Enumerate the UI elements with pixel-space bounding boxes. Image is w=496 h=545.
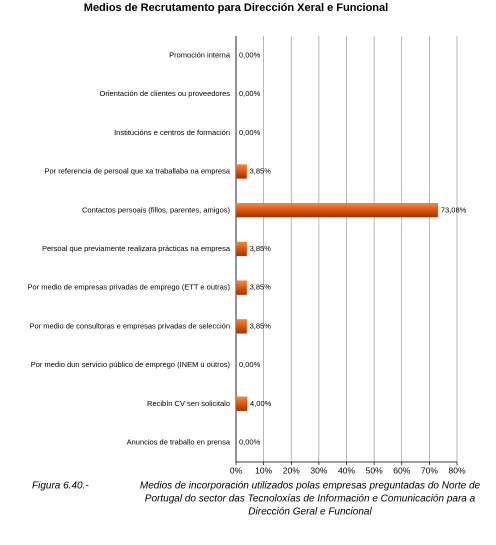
value-label: 3,85% <box>250 321 272 330</box>
value-label: 0,00% <box>239 50 261 59</box>
y-tick-label: Persoal que previamente realizara prácti… <box>42 244 231 253</box>
value-label: 3,85% <box>250 167 272 176</box>
bar <box>235 280 247 295</box>
y-tick-label: Contactos persoais (fillos, parentes, am… <box>82 205 230 214</box>
x-tick-label: 70% <box>421 465 438 475</box>
y-tick-label: Orientación de clientes ou proveedores <box>100 89 231 98</box>
bar <box>235 203 439 218</box>
value-label: 0,00% <box>239 128 261 137</box>
caption-line: Medios de incorporación utilizados polas… <box>140 481 481 492</box>
y-tick-label: Por referencia de persoal que xa traball… <box>44 167 230 176</box>
bar <box>235 319 247 334</box>
x-tick-label: 40% <box>338 465 355 475</box>
x-tick-label: 20% <box>283 465 300 475</box>
x-tick-label: 60% <box>393 465 410 475</box>
x-tick-label: 0% <box>230 465 243 475</box>
value-label: 73,08% <box>441 205 467 214</box>
value-label: 0,00% <box>239 438 261 447</box>
value-label: 3,85% <box>250 244 272 253</box>
caption-line: Portugal do sector das Tecnoloxías de In… <box>145 494 476 505</box>
bar <box>235 164 247 179</box>
y-tick-label: Institucións e centros de formación <box>114 128 230 137</box>
caption-line: Dirección Geral e Funcional <box>248 507 372 518</box>
y-tick-label: Por medio dun servicio público de empreg… <box>31 360 231 369</box>
chart-title: Medios de Recrutamento para Dirección Xe… <box>84 2 388 14</box>
x-tick-label: 80% <box>448 465 465 475</box>
bar <box>235 241 247 257</box>
x-tick-label: 50% <box>366 465 383 475</box>
y-tick-label: Por medio de empresas privadas de empreg… <box>28 283 231 292</box>
y-tick-label: Anuncios de traballo en prensa <box>127 438 231 447</box>
bar <box>235 396 248 412</box>
value-label: 3,85% <box>250 283 272 292</box>
y-tick-label: Promoción interna <box>169 50 231 59</box>
y-tick-label: Recibín CV sen solicitalo <box>147 399 230 408</box>
value-label: 4,00% <box>250 399 272 408</box>
y-tick-label: Por medio de consultoras e empresas priv… <box>29 321 230 330</box>
x-tick-label: 30% <box>310 465 327 475</box>
value-label: 0,00% <box>239 360 261 369</box>
x-tick-label: 10% <box>255 465 272 475</box>
value-label: 0,00% <box>239 89 261 98</box>
caption-label: Figura 6.40.- <box>32 481 89 492</box>
